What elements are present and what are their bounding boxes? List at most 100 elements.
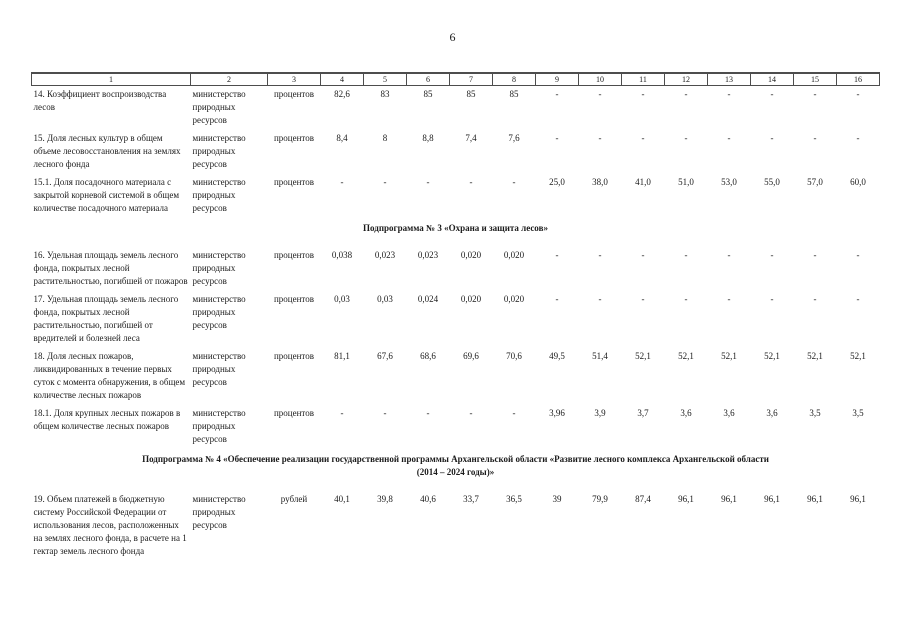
value-cell: - (598, 133, 602, 143)
column-header-row: 1 2 3 4 5 6 7 8 9 10 11 12 13 14 15 16 (31, 72, 880, 86)
value-cell: 51,4 (592, 351, 608, 361)
section-header-row: Подпрограмма № 3 «Охрана и защита лесов» (32, 218, 880, 247)
unit: процентов (273, 294, 314, 304)
value-cell: - (426, 408, 430, 418)
value-cell: 87,4 (635, 494, 651, 504)
column-header-cell: 12 (664, 72, 708, 86)
value-cell: 39,8 (377, 494, 393, 504)
value-cell: - (340, 408, 344, 418)
executor: министерство природных ресурсов (192, 351, 246, 387)
value-cell: 85 (423, 89, 433, 99)
value-cell: 38,0 (592, 177, 608, 187)
column-header-cell: 5 (363, 72, 407, 86)
value-cell: - (727, 250, 731, 260)
unit: процентов (273, 408, 314, 418)
value-cell: 8 (382, 133, 388, 143)
value-cell: - (383, 408, 387, 418)
value-cell: 0,023 (374, 250, 396, 260)
value-cell: - (555, 89, 559, 99)
value-cell: 57,0 (807, 177, 823, 187)
value-cell: - (426, 177, 430, 187)
value-cell: 96,1 (850, 494, 866, 504)
value-cell: - (770, 89, 774, 99)
value-cell: 96,1 (678, 494, 694, 504)
table-row-15-1: 15.1. Доля посадочного материала с закры… (32, 174, 880, 218)
value-cell: - (856, 250, 860, 260)
value-cell: - (512, 408, 516, 418)
table-row-15: 15. Доля лесных культур в общем объеме л… (32, 130, 880, 174)
value-cell: - (469, 408, 473, 418)
value-cell: 3,5 (809, 408, 821, 418)
indicator-name: 18. Доля лесных пожаров, ликвидированных… (33, 351, 186, 400)
value-cell: 25,0 (549, 177, 565, 187)
unit: рублей (280, 494, 308, 504)
value-cell: 8,8 (422, 133, 434, 143)
value-cell: 8,4 (336, 133, 348, 143)
table-row-16: 16. Удельная площадь земель лесного фонд… (32, 247, 880, 291)
value-cell: 36,5 (506, 494, 522, 504)
value-cell: - (684, 89, 688, 99)
value-cell: 3,5 (852, 408, 864, 418)
value-cell: - (555, 294, 559, 304)
value-cell: - (727, 294, 731, 304)
value-cell: 82,6 (334, 89, 350, 99)
indicator-name: 16. Удельная площадь земель лесного фонд… (33, 250, 188, 286)
executor: министерство природных ресурсов (192, 294, 246, 330)
value-cell: 3,7 (637, 408, 649, 418)
column-header-cell: 16 (836, 72, 880, 86)
value-cell: 40,1 (334, 494, 350, 504)
value-cell: - (684, 294, 688, 304)
value-cell: - (641, 294, 645, 304)
indicator-name: 15.1. Доля посадочного материала с закры… (33, 177, 180, 213)
value-cell: - (512, 177, 516, 187)
unit: процентов (273, 177, 314, 187)
value-cell: 69,6 (463, 351, 479, 361)
executor: министерство природных ресурсов (192, 89, 246, 125)
value-cell: 7,4 (465, 133, 477, 143)
value-cell: 0,03 (334, 294, 350, 304)
executor: министерство природных ресурсов (192, 177, 246, 213)
value-cell: 0,023 (417, 250, 439, 260)
value-cell: - (813, 250, 817, 260)
indicator-name: 15. Доля лесных культур в общем объеме л… (33, 133, 181, 169)
value-cell: - (770, 133, 774, 143)
value-cell: 3,6 (766, 408, 778, 418)
value-cell: 52,1 (635, 351, 651, 361)
column-header-cell: 7 (449, 72, 493, 86)
unit: процентов (273, 133, 314, 143)
subprogram-3-title: Подпрограмма № 3 «Охрана и защита лесов» (363, 223, 548, 233)
value-cell: 53,0 (721, 177, 737, 187)
column-header-cell: 6 (406, 72, 450, 86)
value-cell: - (813, 89, 817, 99)
value-cell: 51,0 (678, 177, 694, 187)
value-cell: - (813, 294, 817, 304)
table-row-18: 18. Доля лесных пожаров, ликвидированных… (32, 348, 880, 405)
value-cell: - (641, 133, 645, 143)
value-cell: 33,7 (463, 494, 479, 504)
value-cell: 60,0 (850, 177, 866, 187)
section-header-row: Подпрограмма № 4 «Обеспечение реализации… (32, 449, 880, 491)
subprogram-4-title: Подпрограмма № 4 «Обеспечение реализации… (142, 454, 769, 477)
value-cell: 7,6 (508, 133, 520, 143)
indicator-name: 19. Объем платежей в бюджетную систему Р… (33, 494, 187, 556)
value-cell: - (727, 133, 731, 143)
value-cell: 39 (552, 494, 562, 504)
value-cell: - (813, 133, 817, 143)
value-cell: 3,6 (680, 408, 692, 418)
value-cell: 85 (509, 89, 519, 99)
value-cell: - (598, 89, 602, 99)
value-cell: - (340, 177, 344, 187)
value-cell: - (383, 177, 387, 187)
table-row-17: 17. Удельная площадь земель лесного фонд… (32, 291, 880, 348)
value-cell: - (856, 294, 860, 304)
column-header-cell: 2 (190, 72, 268, 86)
value-cell: 41,0 (635, 177, 651, 187)
column-header-cell: 15 (793, 72, 837, 86)
table-row-14: 14. Коэффициент воспроизводства лесов ми… (32, 86, 880, 131)
executor: министерство природных ресурсов (192, 408, 246, 444)
value-cell: - (598, 294, 602, 304)
value-cell: 3,9 (594, 408, 606, 418)
value-cell: 79,9 (592, 494, 608, 504)
column-header-cell: 1 (31, 72, 191, 86)
